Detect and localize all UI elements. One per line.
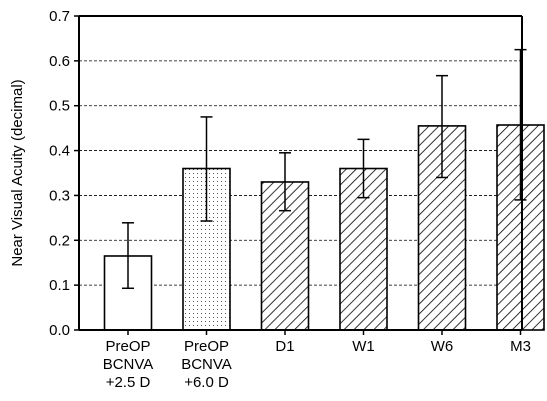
- x-tick-label-line: +6.0 D: [184, 374, 229, 391]
- x-tick-label: PreOP BCNVA +2.5 D: [103, 338, 154, 391]
- y-axis-title: Near Visual Acuity (decimal): [9, 79, 26, 266]
- y-tick-label: 0.7: [49, 8, 70, 25]
- x-tick-label: W1: [352, 338, 375, 355]
- x-tick-label: M3: [510, 338, 531, 355]
- y-tick-label: 0.2: [49, 232, 70, 249]
- x-tick-label-line: W6: [431, 338, 454, 355]
- x-tick-label-line: BCNVA: [103, 356, 154, 373]
- y-tick-label: 0.0: [49, 322, 70, 339]
- x-tick-label: PreOP BCNVA +6.0 D: [181, 338, 232, 391]
- x-tick-label-line: PreOP: [105, 338, 150, 355]
- x-tick-label-line: W1: [352, 338, 375, 355]
- x-tick-label-line: BCNVA: [181, 356, 232, 373]
- x-tick-label-line: D1: [275, 338, 294, 355]
- y-tick-label: 0.3: [49, 187, 70, 204]
- y-tick-label: 0.5: [49, 98, 70, 115]
- y-tick-label: 0.4: [49, 143, 70, 160]
- y-tick-label: 0.6: [49, 53, 70, 70]
- x-tick-label-line: M3: [510, 338, 531, 355]
- x-tick-label-line: +2.5 D: [106, 374, 151, 391]
- x-tick-label: W6: [431, 338, 454, 355]
- x-tick-label: D1: [275, 338, 294, 355]
- x-tick-label-line: PreOP: [184, 338, 229, 355]
- y-tick-label: 0.1: [49, 277, 70, 294]
